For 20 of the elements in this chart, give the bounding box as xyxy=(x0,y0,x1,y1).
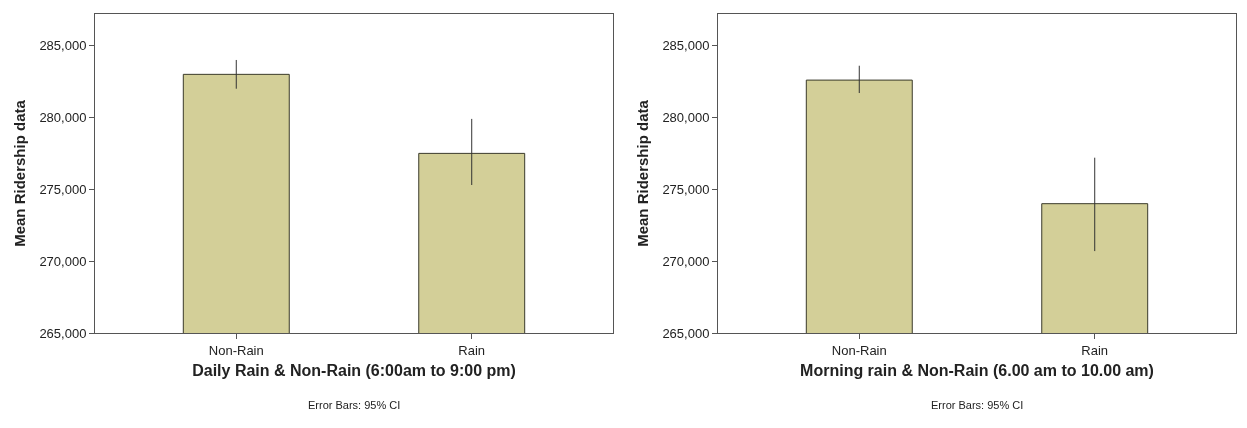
y-tick-label: 270,000 xyxy=(39,253,87,269)
y-tick-label: 265,000 xyxy=(39,325,87,341)
y-tick-label: 285,000 xyxy=(39,38,87,54)
x-axis-title: Morning rain & Non-Rain (6.00 am to 10.00 am) xyxy=(800,362,1154,380)
y-tick-label: 285,000 xyxy=(662,38,710,54)
y-tick-label: 280,000 xyxy=(662,110,710,126)
x-tick-label: Non-Rain xyxy=(831,342,887,358)
y-axis-title: Mean Ridership data xyxy=(10,99,28,247)
x-axis-title: Daily Rain & Non-Rain (6:00am to 9:00 pm) xyxy=(192,362,516,380)
x-tick-label: Non-Rain xyxy=(208,342,264,358)
y-tick-label: 275,000 xyxy=(662,181,710,197)
y-tick-label: 265,000 xyxy=(662,325,710,341)
text: Error Bars: 95% CI xyxy=(308,399,401,411)
x-tick-label: Rain xyxy=(1081,342,1109,358)
x-tick-label: Rain xyxy=(458,342,486,358)
text: Error Bars: 95% CI xyxy=(931,399,1024,411)
y-tick-label: 275,000 xyxy=(39,181,87,197)
y-axis-title: Mean Ridership data xyxy=(633,99,651,247)
y-tick-label: 270,000 xyxy=(662,253,710,269)
y-tick-label: 280,000 xyxy=(39,110,87,126)
